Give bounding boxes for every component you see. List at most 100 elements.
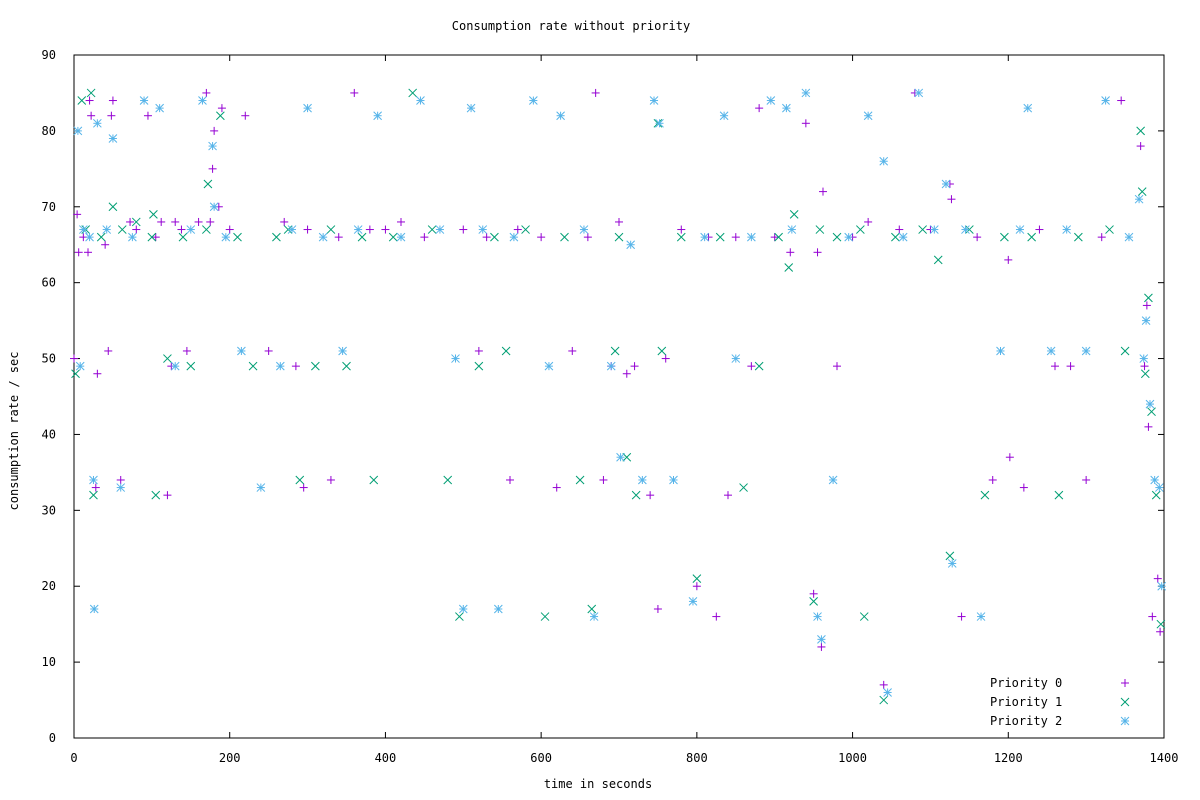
data-point <box>326 475 335 484</box>
data-point <box>1151 490 1161 500</box>
data-point <box>631 490 641 500</box>
data-point <box>73 210 82 219</box>
data-point <box>1035 225 1044 234</box>
data-point <box>237 346 246 356</box>
legend-marker <box>1120 697 1130 707</box>
data-point <box>186 225 196 234</box>
data-point <box>435 225 445 234</box>
data-point <box>818 187 827 196</box>
data-point <box>408 88 418 98</box>
data-point <box>801 88 811 98</box>
data-point <box>513 225 522 234</box>
data-point <box>91 483 100 492</box>
x-tick-label: 600 <box>530 751 552 765</box>
legend-label: Priority 1 <box>990 695 1062 709</box>
data-point <box>918 225 927 234</box>
data-point <box>891 232 900 242</box>
data-point <box>809 589 818 598</box>
series-priority-1 <box>71 88 1166 705</box>
data-point <box>474 346 483 355</box>
data-point <box>202 225 211 234</box>
data-point <box>139 96 149 105</box>
x-axis-label: time in seconds <box>544 777 652 791</box>
data-point <box>1140 362 1149 371</box>
data-point <box>1157 581 1167 591</box>
data-point <box>895 225 904 234</box>
data-point <box>501 346 511 356</box>
data-point <box>606 361 616 371</box>
data-point <box>747 232 756 242</box>
data-point <box>700 232 709 242</box>
data-point <box>537 233 546 242</box>
data-point <box>350 88 359 97</box>
data-point <box>529 96 538 105</box>
data-point <box>151 233 160 242</box>
data-point <box>947 195 956 204</box>
data-point <box>626 240 636 250</box>
plot-frame <box>73 54 1165 739</box>
data-point <box>396 232 406 242</box>
data-point <box>459 225 468 234</box>
data-point <box>388 232 398 242</box>
data-point <box>443 475 453 485</box>
y-tick-label: 90 <box>42 48 56 62</box>
x-axis-ticks: 0 200 400 600 800 1000 1200 1400 <box>70 55 1178 765</box>
data-point <box>929 225 939 234</box>
data-point <box>859 612 869 621</box>
data-point <box>89 475 98 485</box>
data-point <box>248 361 258 371</box>
data-point <box>334 233 343 242</box>
data-point <box>151 490 161 500</box>
data-point <box>724 491 732 500</box>
data-point <box>832 232 842 242</box>
data-point <box>326 225 336 234</box>
data-point <box>575 475 585 485</box>
x-tick-label: 1000 <box>838 751 867 765</box>
data-point <box>599 475 608 484</box>
data-point <box>264 346 273 355</box>
y-axis-ticks: 0 10 20 30 40 50 60 70 80 90 <box>42 48 1164 745</box>
data-point <box>544 361 554 371</box>
data-point <box>976 612 986 621</box>
data-point <box>108 134 118 143</box>
data-point <box>206 217 215 226</box>
data-point <box>209 202 219 212</box>
data-point <box>287 225 297 234</box>
data-point <box>638 475 647 485</box>
data-point <box>108 202 118 212</box>
data-point <box>186 361 196 371</box>
data-point <box>669 475 678 485</box>
legend-label: Priority 0 <box>990 676 1062 690</box>
data-point <box>646 491 655 500</box>
data-point <box>1015 225 1025 234</box>
data-point <box>817 634 826 644</box>
data-point <box>73 126 83 136</box>
data-point <box>210 126 219 135</box>
data-point <box>809 597 818 606</box>
data-point <box>1148 612 1157 621</box>
data-point <box>338 346 347 356</box>
data-point <box>225 225 234 234</box>
data-point <box>864 217 873 226</box>
data-point <box>813 248 822 257</box>
data-point <box>941 179 951 189</box>
data-point <box>630 362 639 371</box>
data-point <box>451 354 460 363</box>
data-point <box>957 612 966 621</box>
data-point <box>587 604 597 614</box>
data-point <box>482 233 491 242</box>
data-point <box>1019 483 1028 492</box>
data-point <box>233 232 242 242</box>
data-point <box>556 111 565 121</box>
data-point <box>117 225 127 234</box>
data-point <box>817 642 826 651</box>
data-point <box>789 210 799 219</box>
data-point <box>1074 232 1083 242</box>
data-point <box>914 88 924 98</box>
data-point <box>107 111 116 120</box>
data-point <box>766 96 776 105</box>
chart-title: Consumption rate without priority <box>452 19 690 33</box>
data-point <box>898 232 908 242</box>
data-point <box>622 452 632 462</box>
data-point <box>653 604 662 613</box>
